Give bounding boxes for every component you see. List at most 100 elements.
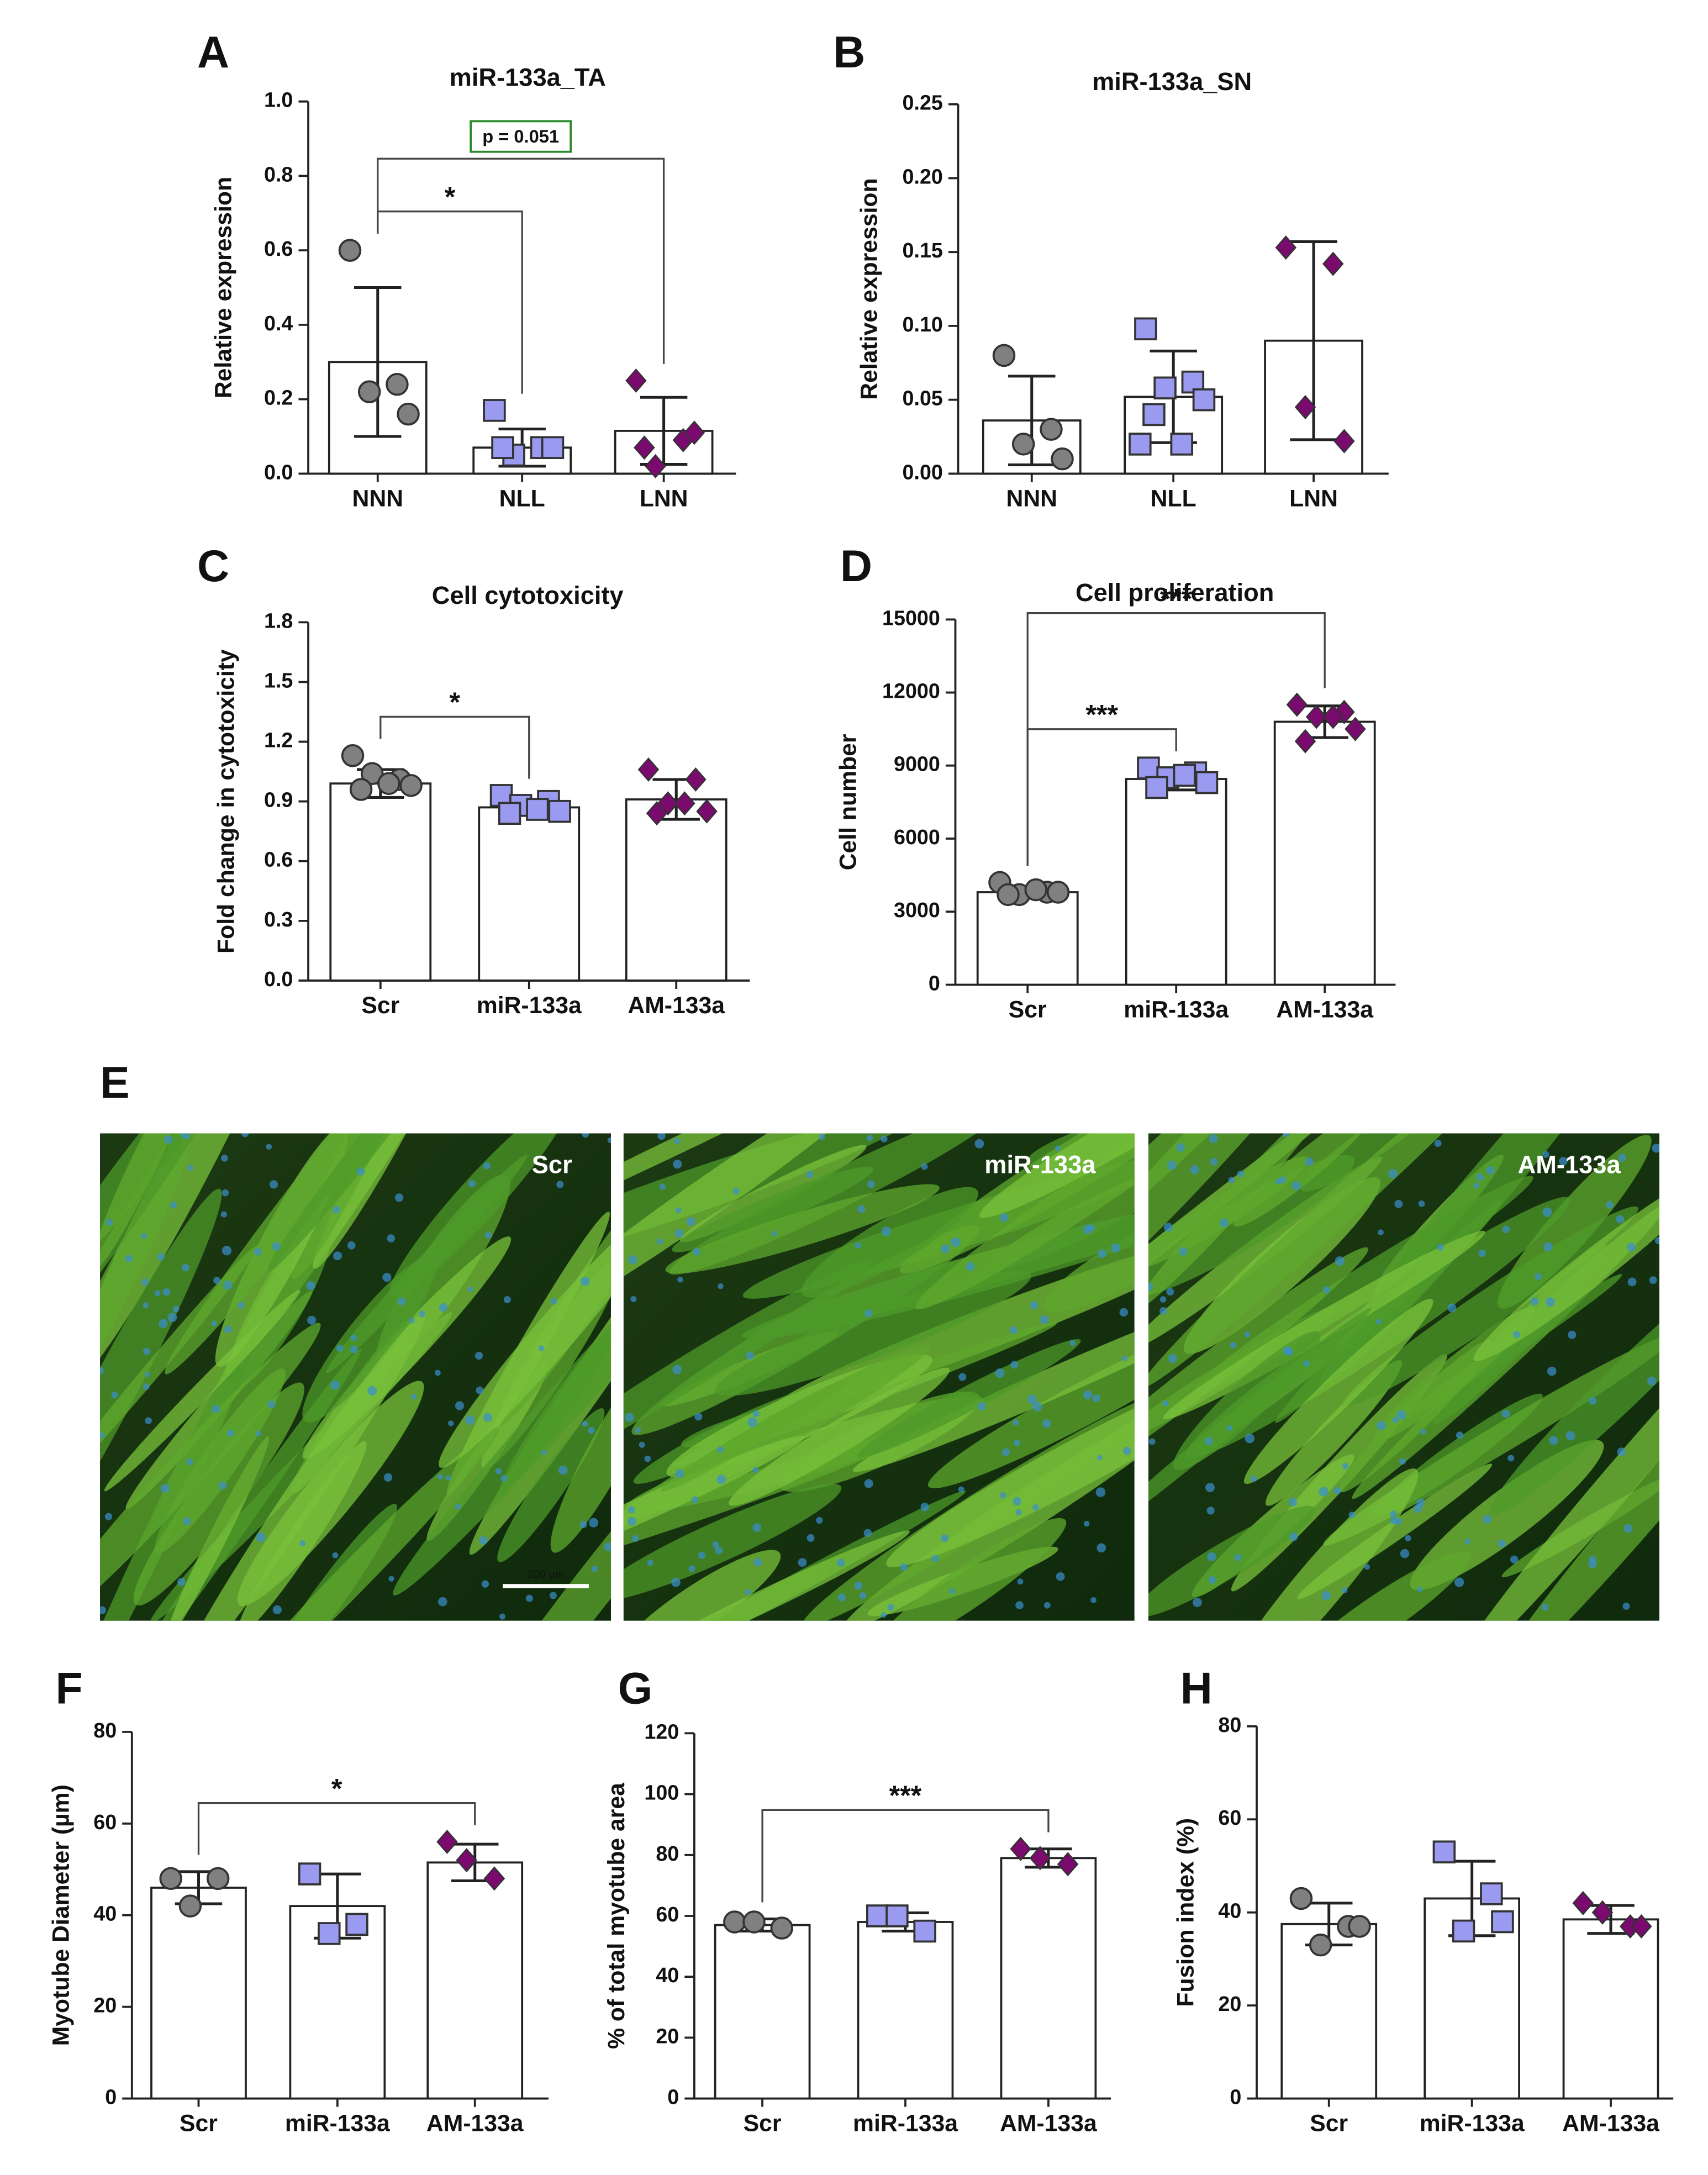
myotube bbox=[1243, 1298, 1433, 1484]
nucleus bbox=[255, 1430, 261, 1436]
nucleus bbox=[674, 1229, 684, 1238]
nucleus bbox=[350, 1345, 358, 1354]
nucleus bbox=[1032, 1402, 1042, 1412]
data-point bbox=[178, 1894, 202, 1918]
nucleus bbox=[1167, 1160, 1177, 1170]
nucleus bbox=[350, 1334, 357, 1341]
nucleus bbox=[1483, 1515, 1492, 1524]
nucleus bbox=[157, 1253, 165, 1261]
x-tick-label: NLL bbox=[1151, 485, 1196, 512]
data-point bbox=[338, 239, 362, 262]
x-tick-label: Scr bbox=[361, 992, 399, 1019]
data-point bbox=[345, 1913, 368, 1936]
nucleus bbox=[1319, 1487, 1329, 1497]
nucleus bbox=[644, 1455, 651, 1462]
nucleus bbox=[753, 1558, 762, 1567]
nucleus bbox=[1166, 1288, 1174, 1296]
nucleus bbox=[333, 1205, 340, 1214]
data-point bbox=[723, 1910, 746, 1934]
nucleus bbox=[1227, 1425, 1233, 1431]
nucleus bbox=[224, 1325, 232, 1334]
nucleus bbox=[686, 1217, 695, 1226]
nucleus bbox=[881, 1226, 891, 1236]
myotube bbox=[1300, 1133, 1448, 1192]
nucleus bbox=[694, 1413, 703, 1421]
nucleus bbox=[1208, 1576, 1216, 1584]
nucleus bbox=[1378, 1229, 1384, 1236]
nucleus bbox=[1097, 1455, 1103, 1461]
nucleus bbox=[1588, 1560, 1597, 1569]
scale-bar-label: 200 µm bbox=[527, 1568, 564, 1581]
nucleus bbox=[538, 1345, 545, 1352]
nucleus bbox=[1032, 1504, 1039, 1511]
data-point bbox=[541, 436, 565, 459]
nucleus bbox=[558, 1465, 568, 1475]
myotube bbox=[1473, 1172, 1660, 1361]
data-point bbox=[646, 801, 668, 826]
nucleus bbox=[752, 1523, 761, 1532]
nucleus bbox=[141, 1233, 147, 1239]
nucleus bbox=[656, 1238, 663, 1245]
nucleus bbox=[213, 1276, 221, 1284]
nucleus bbox=[1623, 1524, 1633, 1533]
nucleus bbox=[1547, 1366, 1557, 1376]
nucleus bbox=[1176, 1143, 1185, 1152]
nucleus bbox=[1417, 1586, 1423, 1592]
bar bbox=[857, 1921, 954, 2100]
bar bbox=[976, 891, 1079, 986]
nucleus bbox=[145, 1417, 152, 1424]
nucleus bbox=[628, 1255, 637, 1265]
nucleus bbox=[388, 1576, 394, 1582]
nucleus bbox=[141, 1278, 149, 1286]
data-point bbox=[637, 757, 660, 782]
data-point bbox=[1572, 1890, 1594, 1915]
data-point bbox=[1348, 1915, 1371, 1938]
y-tick-label: 80 bbox=[93, 1719, 117, 1742]
bar bbox=[1562, 1918, 1659, 2100]
nucleus bbox=[688, 1565, 695, 1572]
nucleus bbox=[995, 1368, 1005, 1378]
myotube bbox=[1148, 1133, 1359, 1328]
nucleus bbox=[1388, 1169, 1398, 1178]
micrograph: AM-133a bbox=[1148, 1133, 1660, 1621]
y-axis-label: Fold change in cytotoxicity bbox=[213, 649, 240, 954]
x-tick-label: AM-133a bbox=[1276, 997, 1374, 1023]
myotube bbox=[1218, 1468, 1419, 1621]
nucleus bbox=[1055, 1145, 1061, 1152]
error-bar bbox=[354, 286, 402, 438]
nucleus bbox=[718, 1283, 724, 1289]
myotube bbox=[313, 1133, 454, 1269]
nucleus bbox=[1418, 1200, 1425, 1207]
y-tick-label: 0.6 bbox=[264, 848, 293, 871]
myotube bbox=[1489, 1250, 1660, 1516]
data-point bbox=[770, 1916, 794, 1940]
myotube bbox=[672, 1166, 874, 1252]
data-point bbox=[298, 1862, 321, 1886]
data-point bbox=[1145, 776, 1168, 799]
data-point bbox=[1309, 1933, 1332, 1957]
nucleus bbox=[951, 1237, 961, 1247]
data-point bbox=[1137, 756, 1160, 780]
myotube bbox=[665, 1184, 940, 1274]
y-tick-label: 20 bbox=[93, 1994, 117, 2017]
nucleus bbox=[887, 1604, 894, 1611]
nucleus bbox=[167, 1313, 177, 1323]
data-point bbox=[1480, 1882, 1503, 1905]
myotube bbox=[623, 1260, 873, 1472]
myotube bbox=[267, 1133, 458, 1272]
y-tick-label: 0.3 bbox=[264, 908, 293, 931]
data-point bbox=[377, 772, 400, 795]
data-point bbox=[645, 454, 666, 478]
data-point bbox=[360, 762, 384, 785]
myotube bbox=[979, 1133, 1135, 1218]
nucleus bbox=[1549, 1436, 1558, 1445]
nucleus bbox=[628, 1516, 636, 1526]
data-point bbox=[997, 883, 1020, 907]
y-tick-label: 1.8 bbox=[264, 609, 293, 632]
nucleus bbox=[1454, 1577, 1464, 1587]
nucleus bbox=[1627, 1277, 1637, 1287]
nucleus bbox=[1305, 1157, 1314, 1166]
myotube bbox=[210, 1428, 499, 1621]
nucleus bbox=[164, 1135, 173, 1144]
